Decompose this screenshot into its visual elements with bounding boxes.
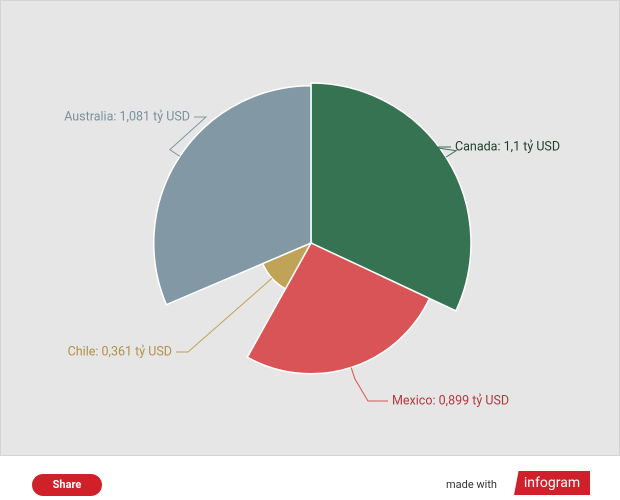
data-label: Mexico: 0,899 tỷ USD bbox=[392, 393, 509, 408]
made-with: made with bbox=[446, 478, 497, 491]
leader-line bbox=[168, 116, 208, 157]
pie-slice bbox=[310, 82, 472, 312]
chart: Canada: 1,1 tỷ USD Mexico: 0,899 tỷ USD Ch… bbox=[0, 0, 620, 456]
brand-logo[interactable]: infogram bbox=[514, 471, 590, 495]
leader-line bbox=[430, 146, 458, 158]
leader-line bbox=[176, 277, 273, 353]
data-label: Australia: 1,081 tỷ USD bbox=[64, 109, 190, 124]
data-label: Canada: 1,1 tỷ USD bbox=[455, 139, 560, 154]
data-label: Chile: 0,361 tỷ USD bbox=[68, 344, 172, 359]
footer: Share made with infogram bbox=[0, 456, 620, 500]
share-button[interactable]: Share bbox=[32, 474, 102, 496]
leader-line bbox=[350, 367, 388, 402]
